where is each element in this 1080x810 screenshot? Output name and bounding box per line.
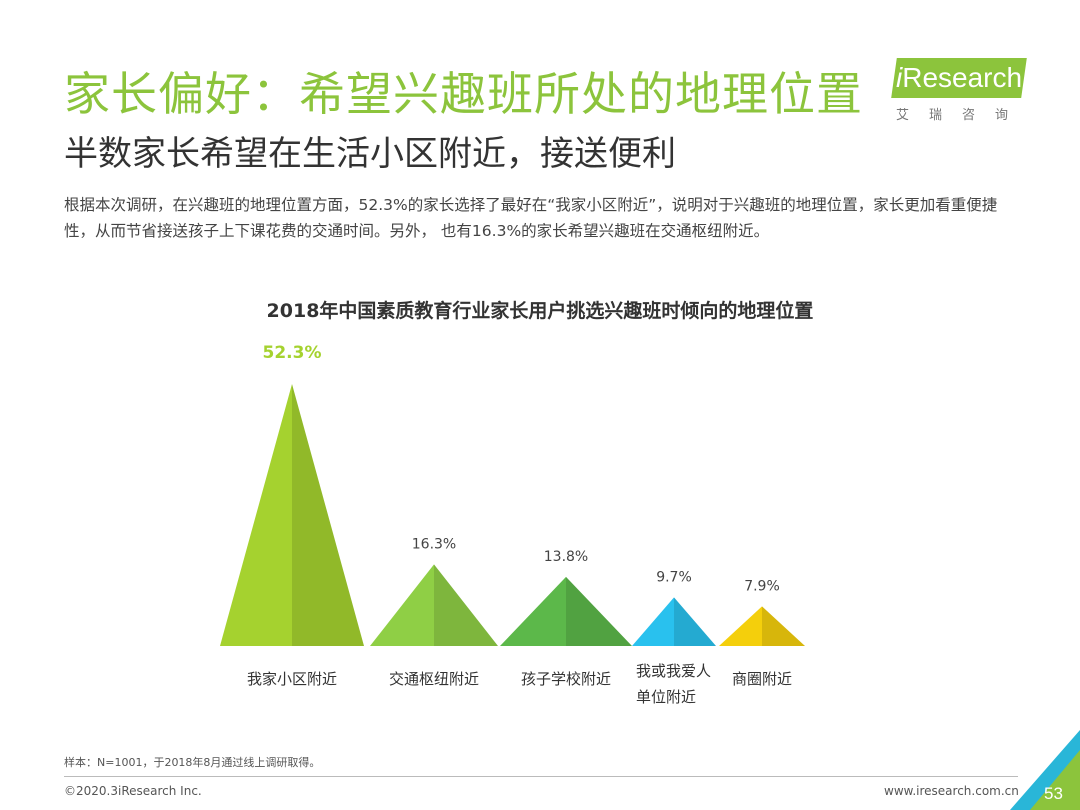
value-label: 16.3%	[412, 536, 456, 552]
category-label: 我家小区附近	[247, 670, 337, 688]
logo-chinese-name: 艾瑞咨询	[896, 108, 1029, 123]
logo-research-text: Research	[902, 62, 1023, 93]
pyramid-bar-right	[292, 384, 364, 646]
logo-wordmark: iResearch	[896, 62, 1022, 94]
sample-footnote: 样本：N=1001，于2018年8月通过线上调研取得。	[64, 756, 321, 769]
category-label: 孩子学校附近	[521, 670, 611, 688]
chart-title: 2018年中国素质教育行业家长用户挑选兴趣班时倾向的地理位置	[266, 300, 814, 322]
footer-divider	[64, 776, 1018, 777]
pyramid-bar-right	[434, 564, 498, 646]
pyramid-bar-right	[762, 606, 805, 646]
pyramid-bar-left	[632, 597, 674, 646]
iresearch-logo: iResearch 艾瑞咨询	[888, 58, 1028, 128]
value-label: 9.7%	[656, 569, 692, 585]
category-label: 交通枢纽附近	[389, 670, 479, 688]
page-number: 53	[1044, 784, 1063, 803]
pyramid-bar-left	[370, 564, 434, 646]
pyramid-bar-left	[719, 606, 762, 646]
category-label: 我或我爱人	[636, 662, 711, 680]
page-title: 家长偏好：希望兴趣班所处的地理位置	[64, 67, 863, 121]
pyramid-chart: 52.3% 我家小区附近 16.3% 交通枢纽附近 13.8% 孩子学校附近 9.7% 我或我…	[220, 343, 805, 706]
logo-i-letter: i	[896, 62, 903, 93]
value-label: 52.3%	[263, 343, 322, 363]
value-label: 7.9%	[744, 578, 780, 594]
description-text: 根据本次调研，在兴趣班的地理位置方面，52.3%的家长选择了最好在“我家小区附近…	[64, 196, 998, 240]
pyramid-bar-left	[500, 576, 566, 646]
pyramid-bar-right	[674, 597, 716, 646]
copyright-text: ©2020.3iResearch Inc.	[64, 784, 202, 798]
value-label: 13.8%	[544, 549, 588, 565]
pyramid-bar-right	[566, 576, 632, 646]
page-subtitle: 半数家长希望在生活小区附近，接送便利	[64, 134, 676, 174]
pyramid-bar-left	[220, 384, 292, 646]
category-label: 单位附近	[636, 688, 696, 706]
category-label: 商圈附近	[732, 670, 792, 688]
corner-decoration	[1010, 730, 1080, 810]
website-link[interactable]: www.iresearch.com.cn	[884, 784, 1019, 798]
